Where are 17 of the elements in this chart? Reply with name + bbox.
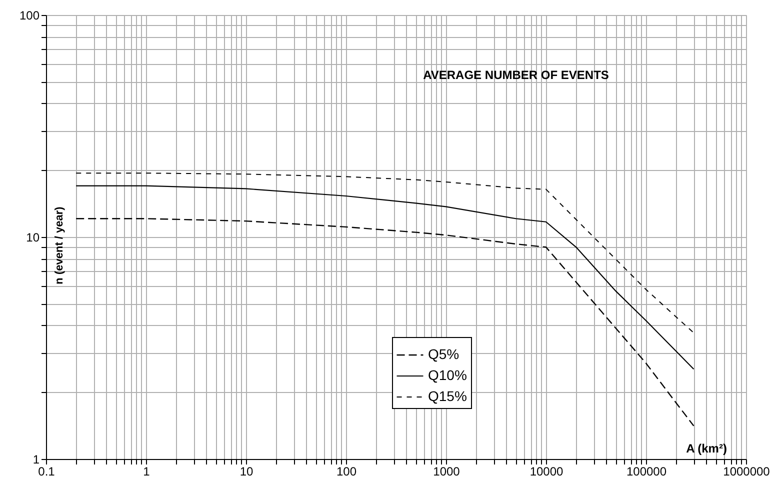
- x-tick-label: 1000: [433, 464, 460, 478]
- legend-label: Q15%: [428, 388, 467, 404]
- x-axis-title: A (km²): [686, 442, 727, 456]
- x-tick-label: 100: [336, 464, 357, 478]
- y-tick-label: 1: [32, 452, 40, 466]
- y-tick-label: 100: [19, 8, 40, 22]
- x-tick-label: 1000000: [723, 464, 770, 478]
- text: AVERAGE NUMBER OF EVENTS: [423, 68, 609, 82]
- x-tick-label: 10000: [530, 464, 564, 478]
- x-tick-label: 10: [240, 464, 254, 478]
- legend-label: Q10%: [428, 367, 467, 383]
- y-axis-title: n (event / year): [54, 206, 66, 284]
- y-tick-label: 10: [26, 230, 40, 244]
- x-tick-label: 0.1: [38, 464, 56, 478]
- x-tick-label: 1: [143, 464, 150, 478]
- x-tick-label: 100000: [626, 464, 667, 478]
- legend-label: Q5%: [428, 346, 460, 362]
